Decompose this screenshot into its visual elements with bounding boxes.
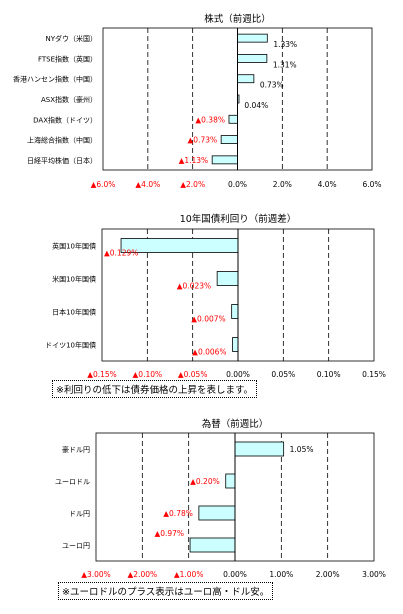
chart-3-category-label: 豪ドル円 <box>62 445 90 454</box>
chart-1-bar <box>211 155 238 165</box>
chart-2-x-tick-label: 0.00% <box>226 370 250 379</box>
chart-2-data-label: ▲0.023% <box>177 282 211 291</box>
chart-1-bar <box>228 114 238 124</box>
chart-3-category-label: ユーロドル <box>55 478 90 486</box>
chart-3-bar <box>234 441 285 457</box>
chart-1-bar <box>237 54 268 63</box>
chart-1-data-label: 0.04% <box>244 101 268 110</box>
chart-1-x-tick-label: 6.0% <box>362 180 381 189</box>
chart-3-data-label: ▲0.78% <box>163 509 193 518</box>
chart-1-x-tick-label: 4.0% <box>318 180 337 189</box>
chart-3-data-label: 1.05% <box>290 445 314 454</box>
chart-1-category-label: DAX指数（ドイツ） <box>33 115 97 124</box>
chart-1-bar <box>237 74 255 84</box>
chart-3-category-label: ユーロ円 <box>62 542 90 550</box>
chart-2-category-label: 日本10年国債 <box>52 308 96 317</box>
chart-3-x-tick-label: 0.00% <box>223 570 247 579</box>
chart-2-x-tick-label: ▲0.05% <box>178 370 208 379</box>
chart-2-bar <box>216 271 239 286</box>
chart-1-x-tick-label: ▲4.0% <box>135 180 160 189</box>
chart-3-category-label: ドル円 <box>69 510 90 518</box>
chart-2-bar <box>120 238 239 253</box>
chart-2-category-label: ドイツ10年国債 <box>45 341 96 350</box>
chart-3-data-label: ▲0.20% <box>190 477 220 486</box>
chart-3-note: ※ユーロドルのプラス表示はユーロ高・ドル安。 <box>58 582 274 600</box>
chart-1-data-label: 0.73% <box>260 81 284 90</box>
chart-1-category-label: 日経平均株価（日本） <box>27 156 97 165</box>
chart-3-bar <box>189 537 236 553</box>
chart-2-bar <box>231 304 239 319</box>
chart-1-data-label: ▲0.73% <box>188 136 218 145</box>
chart-3-x-tick-label: ▲1.00% <box>174 570 204 579</box>
chart-3-x-tick-label: ▲2.00% <box>128 570 158 579</box>
chart-2-data-label: ▲0.129% <box>104 249 138 258</box>
chart-1-data-label: 1.31% <box>273 60 297 69</box>
chart-2-category-label: 英国10年国債 <box>52 242 96 251</box>
chart-1-x-tick-label: 2.0% <box>273 180 292 189</box>
chart-1-x-tick-label: 0.0% <box>228 180 247 189</box>
chart-1-x-tick-label: ▲2.0% <box>180 180 205 189</box>
chart-1-category-label: 香港ハンセン指数（中国） <box>13 75 97 84</box>
chart-2-data-label: ▲0.007% <box>191 315 225 324</box>
chart-1-data-label: 1.33% <box>273 40 297 49</box>
chart-3-x-tick-label: 1.00% <box>269 570 293 579</box>
chart-2-data-label: ▲0.006% <box>192 348 226 357</box>
chart-1-title: 株式（前週比） <box>204 13 271 25</box>
chart-2-x-tick-label: 0.10% <box>317 370 341 379</box>
chart-2-note: ※利回りの低下は債券価格の上昇を表します。 <box>52 380 258 398</box>
chart-1-data-label: ▲1.13% <box>179 156 209 165</box>
chart-3-data-label: ▲0.97% <box>154 529 184 538</box>
chart-1-bar <box>237 33 268 43</box>
chart-2-x-tick-label: 0.15% <box>362 370 386 379</box>
chart-1-category-label: FTSE指数（英国） <box>38 54 97 63</box>
chart-3-bar <box>198 505 236 521</box>
chart-3-title: 為替（前週比） <box>202 418 269 430</box>
chart-2-x-tick-label: ▲0.10% <box>133 370 163 379</box>
chart-3-bar <box>225 473 236 489</box>
chart-2-category-label: 米国10年国債 <box>52 275 96 284</box>
chart-1-x-tick-label: ▲6.0% <box>91 180 116 189</box>
chart-1-category-label: NYダウ（米国） <box>45 34 97 43</box>
chart-1-category-label: 上海総合指数（中国） <box>27 136 97 145</box>
chart-1-data-label: ▲0.38% <box>195 115 225 124</box>
chart-2-title: 10年国債利回り（前週差） <box>180 213 297 225</box>
chart-1-category-label: ASX指数（豪州） <box>41 95 97 104</box>
chart-2-bar <box>232 337 239 352</box>
chart-3-x-tick-label: 2.00% <box>316 570 340 579</box>
chart-2-x-tick-label: 0.05% <box>271 370 295 379</box>
chart-2-x-tick-label: ▲0.15% <box>87 370 117 379</box>
chart-3-x-tick-label: ▲3.00% <box>81 570 111 579</box>
chart-1-bar <box>220 135 238 144</box>
chart-3-x-tick-label: 3.00% <box>362 570 386 579</box>
